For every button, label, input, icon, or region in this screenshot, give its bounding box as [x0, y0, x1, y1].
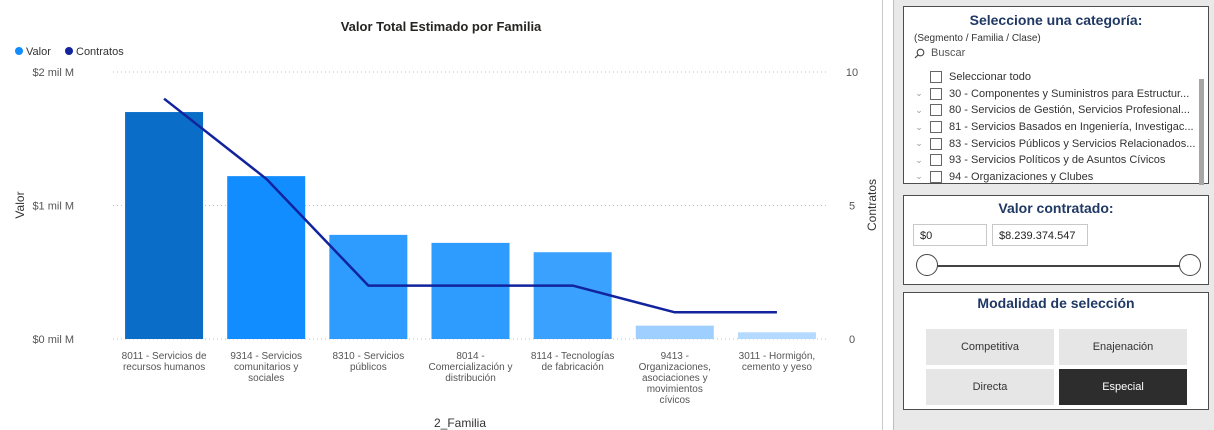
x-tick-label-line: de fabricación	[542, 362, 604, 373]
valor-slider-min-handle[interactable]	[916, 254, 938, 276]
category-scrollbar[interactable]	[1199, 79, 1204, 185]
x-tick-label: 3011 - Hormigón, cemento y yeso	[739, 351, 816, 373]
x-tick-label: 9314 - Servicios comunitarios y sociales	[230, 351, 302, 384]
bar	[125, 112, 204, 339]
category-list: Seleccionar todo ⌄ 30 - Componentes y Sumi…	[912, 69, 1200, 183]
valor-min-input[interactable]: $0	[913, 224, 987, 246]
category-item-label: 30 - Componentes y Suministros para Estr…	[949, 87, 1190, 100]
chevron-down-icon[interactable]: ⌄	[915, 154, 923, 165]
checkbox[interactable]	[930, 121, 942, 134]
bar	[533, 252, 612, 339]
y2-tick-label: 10	[846, 67, 858, 79]
checkbox[interactable]	[930, 104, 942, 117]
chart-title: Valor Total Estimado por Familia	[341, 19, 542, 34]
category-item[interactable]: ⌄ 30 - Componentes y Suministros para Est…	[912, 86, 1200, 103]
bar	[737, 332, 816, 339]
valor-slicer: Valor contratado: $0 $8.239.374.547	[903, 195, 1209, 285]
legend-marker	[15, 47, 23, 55]
category-item-label: 93 - Servicios Políticos y de Asuntos Cí…	[949, 154, 1166, 167]
x-tick-label-line: Comercialización y	[429, 362, 513, 373]
search-input[interactable]: Buscar	[931, 47, 966, 59]
chevron-down-icon[interactable]: ⌄	[915, 138, 923, 149]
select-all-item[interactable]: Seleccionar todo	[912, 69, 1200, 86]
legend-label: Contratos	[76, 46, 124, 58]
checkbox[interactable]	[930, 154, 942, 167]
y-tick-label: $2 mil M	[32, 67, 74, 79]
search-icon	[914, 48, 925, 58]
checkbox[interactable]	[930, 170, 942, 183]
x-tick-label-line: públicos	[350, 362, 387, 373]
x-tick-label-line: distribución	[445, 373, 496, 384]
valor-slider-track[interactable]	[928, 265, 1190, 267]
chevron-down-icon[interactable]: ⌄	[915, 121, 923, 132]
checkbox[interactable]	[930, 71, 942, 84]
y-tick-label: $0 mil M	[32, 334, 74, 346]
x-tick-label: 8011 - Servicios de recursos humanos	[122, 351, 207, 373]
y-axis-title: Valor	[13, 191, 27, 218]
x-tick-label-line: 8011 - Servicios de	[122, 351, 207, 362]
modalidad-especial-button[interactable]: Especial	[1059, 369, 1187, 405]
x-tick-label-line: 9413 -	[661, 351, 689, 362]
modalidad-slicer-title: Modalidad de selección	[977, 295, 1135, 311]
category-item[interactable]: ⌄ 93 - Servicios Políticos y de Asuntos C…	[912, 152, 1200, 169]
x-tick-label-line: movimientos	[647, 384, 703, 395]
modalidad-competitiva-button[interactable]: Competitiva	[926, 329, 1054, 365]
chevron-down-icon[interactable]: ⌄	[915, 171, 923, 182]
x-tick-label-line: asociaciones y	[642, 373, 708, 384]
category-slicer: Seleccione una categoría: (Segmento / Fa…	[903, 6, 1209, 185]
category-item[interactable]: ⌄ 81 - Servicios Basados en Ingeniería, I…	[912, 119, 1200, 136]
x-tick-label: 8114 - Tecnologías de fabricación	[531, 351, 615, 373]
contratos-line	[163, 97, 777, 314]
bar	[635, 325, 714, 339]
category-item-label: 94 - Organizaciones y Clubes	[949, 170, 1094, 183]
y-tick-label: $1 mil M	[32, 201, 74, 213]
y2-tick-label: 5	[849, 201, 855, 213]
y2-tick-label: 0	[849, 334, 855, 346]
checkbox[interactable]	[930, 137, 942, 150]
valor-slider-max-handle[interactable]	[1179, 254, 1201, 276]
x-tick-label-line: 8114 - Tecnologías	[531, 351, 615, 362]
legend-marker	[65, 47, 73, 55]
combo-chart: Valor Total Estimado por Familia Valor Con…	[13, 19, 879, 430]
x-tick-label-line: comunitarios y	[234, 362, 298, 373]
x-tick-label-line: cívicos	[660, 395, 691, 406]
y2-axis-title: Contratos	[865, 179, 879, 231]
category-item-label: 80 - Servicios de Gestión, Servicios Pro…	[949, 104, 1190, 117]
x-tick-label-line: 9314 - Servicios	[230, 351, 302, 362]
category-search[interactable]: Buscar	[914, 47, 1208, 59]
category-item[interactable]: ⌄ 80 - Servicios de Gestión, Servicios Pr…	[912, 102, 1200, 119]
category-item[interactable]: ⌄ 83 - Servicios Públicos y Servicios Rel…	[912, 135, 1200, 152]
category-item[interactable]: ⌄ 94 - Organizaciones y Clubes	[912, 169, 1200, 183]
x-tick-label-line: recursos humanos	[123, 362, 205, 373]
x-tick-label: 9413 -Organizaciones, asociaciones y movim…	[639, 351, 711, 406]
checkbox[interactable]	[930, 87, 942, 100]
x-tick-label-line: Organizaciones,	[639, 362, 711, 373]
category-slicer-subtitle: (Segmento / Familia / Clase)	[914, 33, 1041, 44]
x-axis-title: 2_Familia	[434, 416, 486, 430]
chevron-down-icon[interactable]: ⌄	[915, 88, 923, 99]
valor-slicer-title: Valor contratado:	[998, 200, 1114, 216]
category-item-label: 83 - Servicios Públicos y Servicios Rela…	[949, 137, 1196, 150]
modalidad-enajenacion-button[interactable]: Enajenación	[1059, 329, 1187, 365]
category-slicer-title: Seleccione una categoría:	[969, 12, 1143, 28]
x-tick-label: 8014 -Comercialización y distribución	[429, 351, 513, 384]
bar	[329, 234, 408, 339]
bar	[431, 242, 510, 339]
category-item-label: 81 - Servicios Basados en Ingeniería, In…	[949, 121, 1194, 134]
bar	[227, 176, 306, 339]
valor-max-input[interactable]: $8.239.374.547	[992, 224, 1088, 246]
x-tick-label: 8310 - Servicios públicos	[333, 351, 405, 373]
modalidad-slicer: Modalidad de selección Competitiva Enaje…	[903, 292, 1209, 410]
x-tick-label-line: cemento y yeso	[742, 362, 812, 373]
category-item-label: Seleccionar todo	[949, 71, 1031, 84]
legend-label: Valor	[26, 46, 51, 58]
modalidad-directa-button[interactable]: Directa	[926, 369, 1054, 405]
x-tick-label-line: 8310 - Servicios	[333, 351, 405, 362]
x-tick-label-line: sociales	[248, 373, 284, 384]
x-tick-label-line: 8014 -	[456, 351, 484, 362]
chevron-down-icon[interactable]: ⌄	[915, 104, 923, 115]
chart-panel: Valor Total Estimado por Familia Valor Con…	[13, 0, 883, 430]
x-tick-label-line: 3011 - Hormigón,	[739, 351, 816, 362]
